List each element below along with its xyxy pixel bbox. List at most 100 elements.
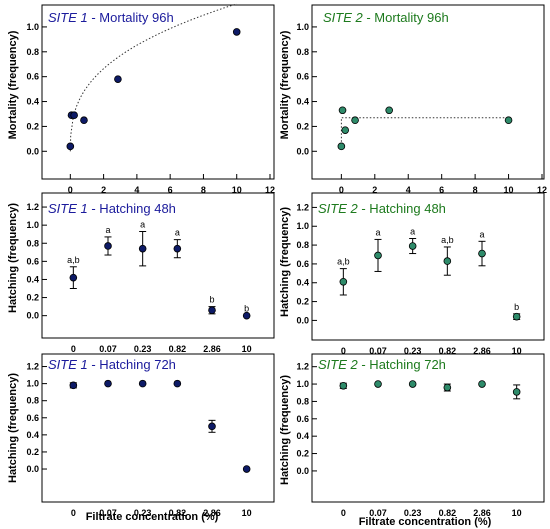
panel-site2-hatching-48h: Hatching (frequency) SITE 2 - Hatching 4… xyxy=(279,192,545,356)
data-point xyxy=(173,244,182,253)
plot-frame xyxy=(311,353,545,503)
data-point xyxy=(338,106,347,115)
y-tick-label: 0.4 xyxy=(296,431,309,441)
x-tick-label: 0.82 xyxy=(439,508,457,518)
x-tick-label: 0 xyxy=(341,346,346,356)
data-point xyxy=(138,379,147,388)
data-point xyxy=(337,142,346,151)
y-tick-label: 1.0 xyxy=(296,221,309,231)
data-point xyxy=(341,126,350,134)
x-tick-label: 0.23 xyxy=(404,508,422,518)
x-tick-label: 0.23 xyxy=(134,508,152,518)
significance-letter: a xyxy=(479,229,484,239)
significance-letter: a xyxy=(140,219,145,229)
y-tick-label: 0.8 xyxy=(296,396,309,406)
x-tick-label: 10 xyxy=(232,185,242,195)
y-tick-label: 0.4 xyxy=(26,97,39,107)
y-tick-label: 0.8 xyxy=(26,47,39,57)
y-tick-label: 0.8 xyxy=(296,47,309,57)
x-axis-label-right: Filtrate concentration (%) xyxy=(359,516,492,528)
y-tick-label: 1.2 xyxy=(26,202,39,212)
x-tick-label: 4 xyxy=(134,185,139,195)
trend-line xyxy=(340,117,509,149)
plot-frame xyxy=(311,4,545,180)
data-point xyxy=(374,380,382,388)
y-tick-label: 0.6 xyxy=(26,413,39,423)
data-point xyxy=(512,312,521,321)
x-tick-label: 6 xyxy=(439,185,444,195)
y-tick-label: 1.0 xyxy=(296,22,309,32)
y-tick-label: 0.6 xyxy=(296,414,309,424)
y-tick-label: 0.8 xyxy=(26,238,39,248)
x-tick-label: 0 xyxy=(341,508,346,518)
x-tick-label: 0.07 xyxy=(99,344,117,354)
data-point xyxy=(242,465,251,473)
data-point xyxy=(339,278,348,286)
data-point xyxy=(478,380,486,388)
x-tick-label: 12 xyxy=(537,185,547,195)
significance-letter: b xyxy=(514,302,519,312)
x-tick-label: 10 xyxy=(512,508,522,518)
data-point xyxy=(443,383,452,392)
data-point xyxy=(242,311,251,320)
y-tick-label: 0.4 xyxy=(26,274,39,284)
y-tick-label: 1.2 xyxy=(26,362,39,372)
data-point xyxy=(385,106,393,115)
significance-letter: b xyxy=(244,304,249,314)
x-tick-label: 0 xyxy=(71,508,76,518)
y-tick-label: 0.2 xyxy=(26,293,39,303)
plot-frame xyxy=(41,4,275,180)
panel-title: SITE 2 - Hatching 72h xyxy=(318,357,446,372)
y-tick-label: 0.6 xyxy=(26,72,39,82)
x-tick-label: 6 xyxy=(168,185,173,195)
x-tick-label: 0.07 xyxy=(369,508,387,518)
data-point xyxy=(69,273,78,282)
data-point xyxy=(408,242,417,250)
panel-title: SITE 2 - Hatching 48h xyxy=(318,201,446,216)
data-point xyxy=(478,249,486,258)
x-tick-label: 4 xyxy=(406,185,411,195)
y-axis-label: Hatching (frequency) xyxy=(279,375,291,485)
y-tick-label: 0.8 xyxy=(296,240,309,250)
significance-letter: a,b xyxy=(441,235,454,245)
data-point xyxy=(69,381,78,390)
data-point xyxy=(104,242,112,250)
data-point xyxy=(104,379,112,388)
significance-letter: a,b xyxy=(67,255,80,265)
data-point xyxy=(66,142,75,151)
y-tick-label: 0.2 xyxy=(296,297,309,307)
plot-frame xyxy=(41,353,275,503)
x-tick-label: 2.86 xyxy=(473,346,491,356)
plot-frame xyxy=(41,192,275,339)
y-tick-label: 0.6 xyxy=(296,259,309,269)
y-tick-label: 0.4 xyxy=(296,278,309,288)
x-tick-label: 2.86 xyxy=(203,344,221,354)
panel-title: SITE 1 - Mortality 96h xyxy=(48,10,174,25)
y-axis-label: Mortality (frequency) xyxy=(279,30,291,139)
y-tick-label: 0.4 xyxy=(296,97,309,107)
data-point xyxy=(351,116,359,125)
panel-title: SITE 1 - Hatching 48h xyxy=(48,201,176,216)
x-axis-label-left: Filtrate concentration (%) xyxy=(86,511,219,523)
y-tick-label: 1.2 xyxy=(296,202,309,212)
data-point xyxy=(443,257,452,265)
y-tick-label: 0.2 xyxy=(26,121,39,131)
data-point xyxy=(138,244,147,253)
panel-site2-mortality-96h: Mortality (frequency) SITE 2 - Mortality… xyxy=(279,4,547,195)
data-point xyxy=(208,306,216,315)
data-point xyxy=(173,379,182,388)
y-tick-label: 0.0 xyxy=(296,315,309,325)
y-tick-label: 0.2 xyxy=(26,447,39,457)
x-tick-label: 0.82 xyxy=(169,508,187,518)
x-tick-label: 0 xyxy=(68,185,73,195)
x-tick-label: 2 xyxy=(372,185,377,195)
x-tick-label: 10 xyxy=(242,344,252,354)
y-tick-label: 0.6 xyxy=(296,72,309,82)
y-tick-label: 1.0 xyxy=(296,379,309,389)
x-tick-label: 0.07 xyxy=(99,508,117,518)
data-point xyxy=(504,116,513,125)
x-tick-label: 0.23 xyxy=(134,344,152,354)
x-tick-label: 10 xyxy=(242,508,252,518)
panel-title: SITE 2 - Mortality 96h xyxy=(323,10,449,25)
